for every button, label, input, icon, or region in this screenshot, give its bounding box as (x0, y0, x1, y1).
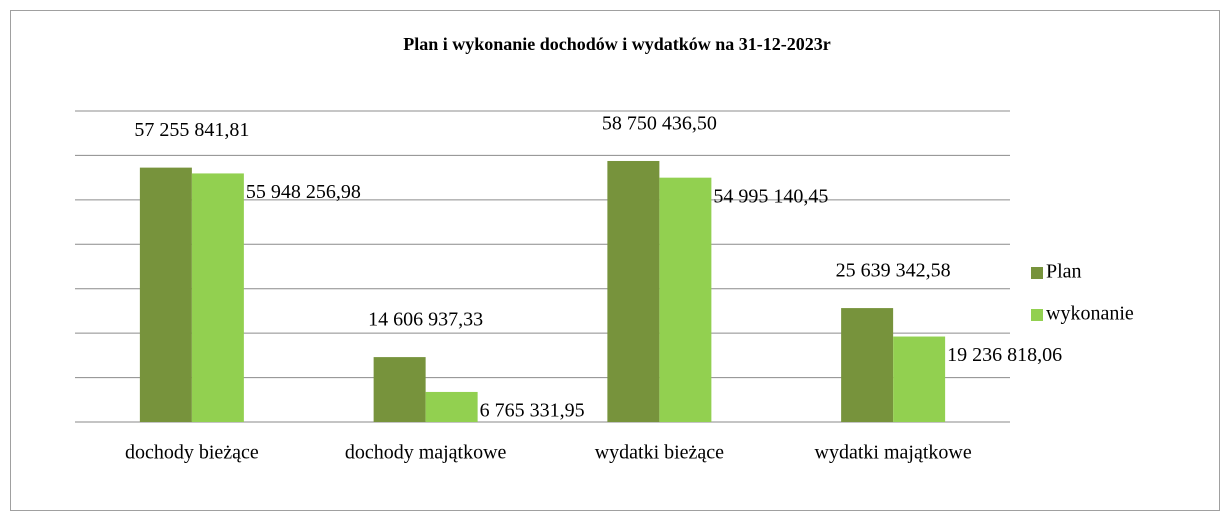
x-tick-label: wydatki bieżące (595, 442, 724, 464)
bar (607, 160, 660, 422)
x-tick-label: dochody bieżące (125, 442, 259, 464)
data-label: 55 948 256,98 (246, 181, 361, 203)
data-label: 14 606 937,33 (368, 309, 483, 331)
bar (659, 177, 712, 422)
legend-label: Plan (1046, 261, 1082, 283)
legend-swatch (1031, 309, 1043, 321)
data-label: 54 995 140,45 (713, 185, 828, 207)
bar (191, 173, 244, 422)
data-label: 19 236 818,06 (947, 344, 1062, 366)
data-label: 58 750 436,50 (602, 113, 717, 135)
bar (893, 336, 946, 422)
bar (139, 167, 192, 422)
bar (373, 357, 426, 422)
data-label: 57 255 841,81 (134, 119, 249, 141)
legend-swatch (1031, 267, 1043, 279)
chart-title: Plan i wykonanie dochodów i wydatków na … (403, 34, 831, 54)
x-tick-label: wydatki majątkowe (815, 442, 972, 464)
x-tick-label: dochody majątkowe (345, 442, 507, 464)
bar (425, 391, 478, 422)
legend-label: wykonanie (1046, 303, 1134, 325)
data-label: 6 765 331,95 (480, 400, 585, 422)
bar (841, 308, 894, 422)
data-label: 25 639 342,58 (836, 260, 951, 282)
